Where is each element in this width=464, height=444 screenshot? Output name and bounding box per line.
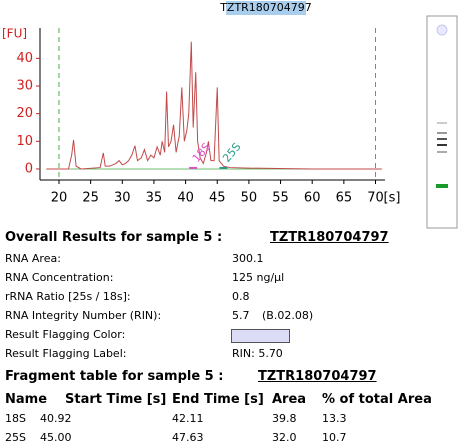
table-cell: 39.8: [272, 412, 297, 425]
field-value: 0.8: [232, 290, 250, 303]
flag-color-swatch: [231, 329, 290, 343]
table-cell: 42.11: [172, 412, 204, 425]
y-label: [FU]: [2, 27, 27, 41]
table-cell: 47.63: [172, 431, 204, 444]
x-unit: [s]: [384, 191, 401, 206]
field-note: (B.02.08): [262, 309, 314, 322]
title-highlight: [226, 1, 306, 15]
table-cell: 10.7: [322, 431, 347, 444]
x-tick-label: 55: [272, 191, 289, 206]
x-tick-label: 25: [82, 191, 99, 206]
table-cell: 25S: [5, 431, 26, 444]
section-heading: Fragment table for sample 5 :: [5, 369, 224, 384]
column-header: Name: [5, 392, 48, 407]
x-tick-label: 30: [114, 191, 131, 206]
field-value: RIN: 5.70: [232, 347, 283, 360]
table-cell: 32.0: [272, 431, 297, 444]
x-tick-label: 60: [304, 191, 321, 206]
gel-lane: [426, 15, 458, 229]
x-tick-label: 35: [146, 191, 163, 206]
trace: [46, 41, 382, 170]
y-tick-label: 30: [16, 79, 33, 94]
table-cell: 45.00: [40, 431, 72, 444]
x-tick-label: 50: [241, 191, 258, 206]
column-header: % of total Area: [322, 392, 432, 407]
y-tick-label: 40: [16, 51, 33, 66]
field-label: Result Flagging Label:: [5, 347, 127, 360]
column-header: Area: [272, 392, 307, 407]
field-label: RNA Concentration:: [5, 271, 114, 284]
field-value: 125 ng/µl: [232, 271, 285, 284]
field-value: 5.7: [232, 309, 250, 322]
column-header: Start Time [s]: [65, 392, 167, 407]
sample-name: TZTR180704797: [258, 369, 377, 384]
table-cell: 13.3: [322, 412, 347, 425]
y-tick-label: 20: [16, 106, 33, 121]
field-label: RNA Area:: [5, 252, 61, 265]
table-cell: 18S: [5, 412, 26, 425]
x-tick-label: 45: [209, 191, 226, 206]
chart: TZTR180704797 [FU] 0 10 20 30 40 20 25 30 35 40 45…: [2, 1, 458, 229]
y-tick-label: 10: [16, 134, 33, 149]
y-tick-label: 0: [25, 161, 33, 176]
chart-title: TZTR180704797: [219, 1, 312, 14]
field-label: rRNA Ratio [25s / 18s]:: [5, 290, 131, 303]
field-value: 300.1: [232, 252, 264, 265]
field-label: Result Flagging Color:: [5, 328, 126, 341]
x-tick-label: 65: [336, 191, 353, 206]
x-tick-label: 40: [177, 191, 194, 206]
x-tick-label: 20: [51, 191, 68, 206]
field-label: RNA Integrity Number (RIN):: [5, 309, 162, 322]
column-header: End Time [s]: [172, 392, 264, 407]
table-cell: 40.92: [40, 412, 72, 425]
sample-name: TZTR180704797: [270, 230, 389, 245]
x-tick-label: 70: [367, 191, 384, 206]
section-heading: Overall Results for sample 5 :: [5, 230, 223, 245]
